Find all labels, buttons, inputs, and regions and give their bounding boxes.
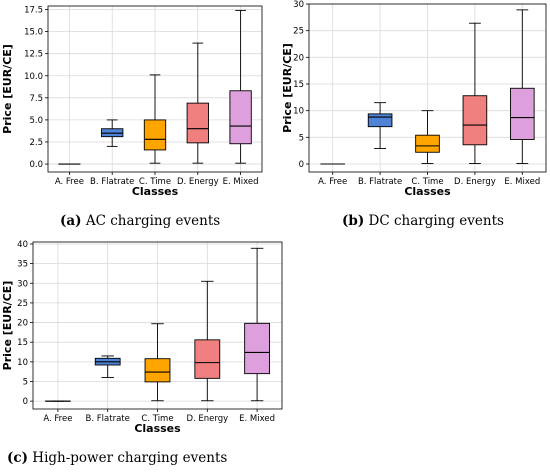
y-tick-label: 30: [17, 279, 28, 289]
box-b-flatrate: [367, 102, 393, 149]
box-iqr: [367, 113, 393, 128]
y-tick-label: 7.5: [29, 94, 43, 104]
caption-hpc-label: (c): [7, 450, 28, 466]
caption-dc-label: (b): [342, 213, 365, 229]
box-c-time: [144, 323, 171, 402]
box-b-flatrate: [94, 355, 121, 379]
y-tick-label: 2.5: [29, 138, 43, 148]
caption-ac-text: AC charging events: [81, 213, 221, 229]
y-tick-label: 0.0: [29, 160, 43, 170]
box-d-energy: [462, 22, 488, 164]
y-tick-label: 35: [17, 260, 28, 270]
chart-panel-dc: 0 5 10 15 20 25 30 A. Free B. Flatrate C. Time D. …: [280, 0, 550, 200]
y-tick-label: 10.0: [24, 72, 43, 82]
caption-hpc: (c) High-power charging events: [7, 450, 227, 466]
box-iqr: [143, 119, 167, 151]
chart-panel-ac: 0.0 2.5 5.0 7.5 10.0 12.5 15.0 17.5 A. Free B. Fl…: [0, 0, 270, 200]
x-axis-title: Classes: [404, 185, 451, 198]
x-tick-label: A. Free: [55, 177, 84, 187]
y-tick-label: 30: [293, 0, 304, 10]
x-tick-label: C. Time: [139, 177, 171, 187]
y-tick-label: 20: [293, 53, 304, 63]
x-tick-label: D. Energy: [177, 177, 219, 187]
chart-hpc: 0 5 10 15 20 25 30 35 40 A. Free B. Flatrate C. Tim…: [1, 240, 283, 435]
caption-dc-text: DC charging events: [364, 213, 504, 229]
box-iqr: [194, 339, 221, 379]
chart-dc: 0 5 10 15 20 25 30 A. Free B. Flatrate C. Time D. …: [281, 0, 547, 198]
box-e-mixed: [229, 9, 252, 164]
y-tick-label: 5: [23, 377, 28, 387]
y-tick-label: 5: [299, 133, 304, 143]
caption-ac-label: (a): [60, 213, 82, 229]
y-tick-label: 15.0: [24, 28, 43, 38]
x-tick-label: A. Free: [318, 177, 347, 187]
x-tick-label: C. Time: [411, 177, 443, 187]
box-e-mixed: [244, 247, 270, 402]
y-tick-label: 25: [17, 299, 28, 309]
y-tick-label: 10: [17, 358, 28, 368]
x-tick-label: B. Flatrate: [86, 414, 130, 424]
box-c-time: [143, 74, 167, 164]
chart-ac: 0.0 2.5 5.0 7.5 10.0 12.5 15.0 17.5 A. Free B. Fl…: [1, 6, 263, 198]
y-tick-label: 15: [17, 338, 28, 348]
y-tick-label: 25: [293, 27, 304, 37]
x-tick-label: E. Mixed: [223, 177, 259, 187]
caption-hpc-text: High-power charging events: [28, 450, 228, 466]
box-d-energy: [194, 280, 221, 402]
box-iqr: [509, 87, 535, 140]
box-b-flatrate: [101, 119, 124, 147]
box-iqr: [186, 102, 209, 144]
x-tick-label: C. Time: [141, 414, 173, 424]
y-tick-label: 0: [23, 397, 28, 407]
box-iqr: [144, 358, 171, 383]
y-axis-title: Price [EUR/CE]: [1, 44, 14, 134]
x-tick-label: B. Flatrate: [90, 177, 134, 187]
x-tick-label: E. Mixed: [504, 177, 540, 187]
box-d-energy: [186, 42, 209, 164]
box-iqr: [415, 134, 440, 153]
y-tick-label: 5.0: [29, 116, 43, 126]
x-axis-title: Classes: [132, 185, 179, 198]
box-e-mixed: [509, 9, 535, 164]
box-c-time: [415, 110, 440, 164]
y-tick-label: 40: [17, 240, 28, 250]
y-axis-title: Price [EUR/CE]: [1, 281, 14, 371]
y-tick-label: 20: [17, 319, 28, 329]
x-tick-label: E. Mixed: [239, 414, 275, 424]
y-tick-label: 10: [293, 107, 304, 117]
x-tick-label: A. Free: [43, 414, 72, 424]
x-tick-label: B. Flatrate: [358, 177, 402, 187]
y-tick-label: 0: [299, 160, 304, 170]
x-axis-title: Classes: [134, 422, 181, 435]
caption-ac: (a) AC charging events: [60, 213, 220, 229]
box-iqr: [229, 90, 252, 145]
box-iqr: [462, 95, 488, 146]
caption-dc: (b) DC charging events: [342, 213, 504, 229]
x-tick-label: D. Energy: [454, 177, 496, 187]
y-axis-title: Price [EUR/CE]: [281, 43, 294, 133]
y-tick-label: 12.5: [24, 50, 43, 60]
box-iqr: [244, 322, 270, 375]
y-tick-label: 15: [293, 80, 304, 90]
x-tick-label: D. Energy: [186, 414, 228, 424]
chart-panel-hpc: 0 5 10 15 20 25 30 35 40 A. Free B. Flatrate C. Tim…: [0, 236, 290, 436]
y-tick-label: 17.5: [24, 6, 43, 16]
